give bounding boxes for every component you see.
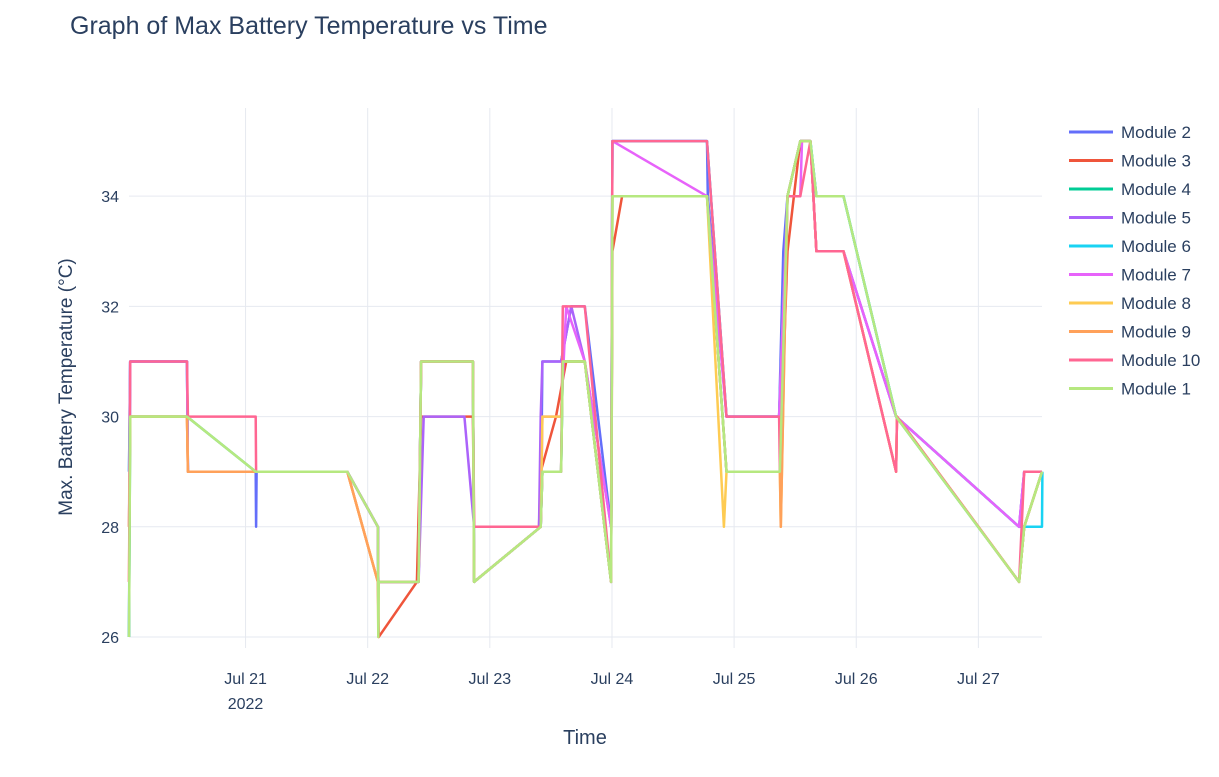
y-axis-label: Max. Battery Temperature (°C) (56, 258, 77, 516)
legend-item[interactable]: Module 2 (1069, 123, 1191, 142)
legend-item[interactable]: Module 10 (1069, 351, 1200, 370)
x-tick-label: Jul 23 (468, 671, 511, 688)
series-line-module-2[interactable] (127, 139, 1042, 638)
y-axis-ticks: 26 28 30 32 34 (101, 189, 119, 647)
legend-label: Module 6 (1121, 237, 1191, 256)
x-axis-ticks: Jul 21 2022 Jul 22 Jul 23 Jul 24 Jul 25 Jul 26… (224, 671, 1000, 713)
x-tick-label: Jul 26 (835, 671, 878, 688)
x-tick-label: Jul 21 (224, 671, 267, 688)
x-tick-label: Jul 22 (346, 671, 389, 688)
legend-label: Module 2 (1121, 123, 1191, 142)
gridlines (129, 108, 1042, 648)
legend[interactable]: Module 2 Module 3 Module 4 Module 5 Module 6… (1069, 123, 1200, 399)
legend-item[interactable]: Module 8 (1069, 294, 1191, 313)
legend-item[interactable]: Module 9 (1069, 323, 1191, 342)
series-lines (127, 139, 1044, 639)
chart-title: Graph of Max Battery Temperature vs Time (70, 12, 548, 40)
y-tick-label: 30 (101, 410, 119, 427)
legend-item[interactable]: Module 6 (1069, 237, 1191, 256)
y-tick-label: 34 (101, 189, 119, 206)
series-line-module-4[interactable] (127, 139, 1044, 638)
legend-label: Module 8 (1121, 294, 1191, 313)
legend-label: Module 3 (1121, 152, 1191, 171)
x-axis-label: Time (563, 727, 607, 749)
x-tick-label: Jul 24 (591, 671, 634, 688)
legend-label: Module 5 (1121, 209, 1191, 228)
x-tick-label: Jul 27 (957, 671, 1000, 688)
y-tick-label: 32 (101, 299, 119, 316)
series-line-module-1[interactable] (127, 139, 1044, 639)
x-tick-label: Jul 25 (713, 671, 756, 688)
legend-label: Module 7 (1121, 266, 1191, 285)
x-tick-year-label: 2022 (228, 696, 264, 713)
legend-label: Module 10 (1121, 351, 1200, 370)
legend-item[interactable]: Module 5 (1069, 209, 1191, 228)
legend-item[interactable]: Module 7 (1069, 266, 1191, 285)
legend-item[interactable]: Module 4 (1069, 180, 1191, 199)
legend-label: Module 1 (1121, 380, 1191, 399)
legend-label: Module 4 (1121, 180, 1191, 199)
series-line-module-3[interactable] (127, 139, 1044, 639)
series-line-module-9[interactable] (127, 139, 1044, 639)
y-tick-label: 28 (101, 520, 119, 537)
legend-item[interactable]: Module 1 (1069, 380, 1191, 399)
y-tick-label: 26 (101, 630, 119, 647)
legend-label: Module 9 (1121, 323, 1191, 342)
legend-item[interactable]: Module 3 (1069, 152, 1191, 171)
